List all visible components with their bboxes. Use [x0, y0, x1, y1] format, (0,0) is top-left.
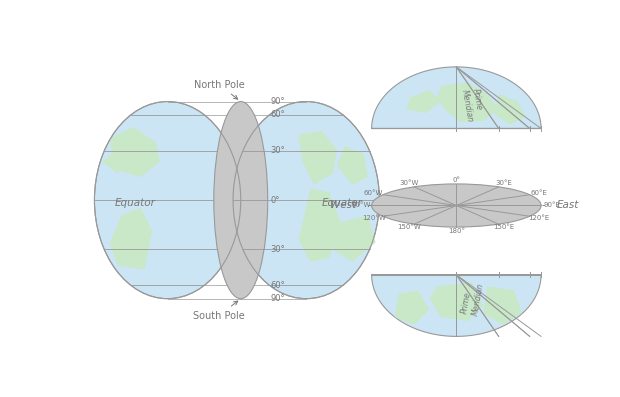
Text: 180°: 180° [448, 228, 465, 234]
Ellipse shape [94, 102, 241, 299]
Text: North Pole: North Pole [194, 80, 244, 99]
Polygon shape [110, 208, 152, 270]
Text: Prime
Meridian: Prime Meridian [460, 280, 485, 316]
Text: 0°: 0° [453, 177, 460, 183]
Polygon shape [371, 275, 541, 336]
Text: 60°W: 60°W [364, 190, 383, 196]
Text: 60°E: 60°E [531, 190, 547, 196]
Polygon shape [333, 216, 376, 262]
Text: 150°E: 150°E [494, 224, 515, 231]
Polygon shape [495, 94, 526, 125]
Text: 0°: 0° [270, 196, 280, 204]
Text: 30°: 30° [270, 245, 285, 254]
Text: -: - [541, 200, 546, 210]
Polygon shape [371, 67, 541, 129]
Polygon shape [395, 290, 430, 325]
Polygon shape [337, 146, 368, 185]
Ellipse shape [371, 184, 541, 227]
Text: Equator: Equator [322, 198, 363, 208]
Polygon shape [102, 150, 129, 173]
Polygon shape [298, 189, 341, 262]
Text: 90°W: 90°W [351, 202, 371, 208]
Ellipse shape [233, 102, 379, 299]
Text: -: - [367, 200, 371, 210]
Polygon shape [484, 286, 522, 325]
Polygon shape [437, 82, 498, 122]
Text: 30°W: 30°W [399, 181, 419, 187]
Polygon shape [298, 131, 337, 185]
Text: South Pole: South Pole [193, 301, 245, 321]
Text: West: West [330, 200, 356, 210]
Polygon shape [406, 90, 441, 113]
Text: 30°E: 30°E [495, 181, 513, 187]
Text: Equator: Equator [115, 198, 156, 208]
Polygon shape [110, 127, 160, 177]
Text: 60°: 60° [270, 110, 285, 119]
Text: 90°: 90° [270, 294, 285, 303]
Polygon shape [430, 283, 484, 321]
Text: 120°W: 120°W [362, 215, 386, 221]
Text: East: East [556, 200, 579, 210]
Ellipse shape [214, 102, 268, 299]
Text: Prime
Meridian: Prime Meridian [460, 87, 485, 123]
Text: 90°: 90° [270, 97, 285, 106]
Text: 120°E: 120°E [528, 215, 550, 221]
Text: 150°W: 150°W [397, 224, 420, 231]
Text: 60°: 60° [270, 281, 285, 290]
Text: 90°E: 90°E [543, 202, 560, 208]
Text: 30°: 30° [270, 146, 285, 155]
